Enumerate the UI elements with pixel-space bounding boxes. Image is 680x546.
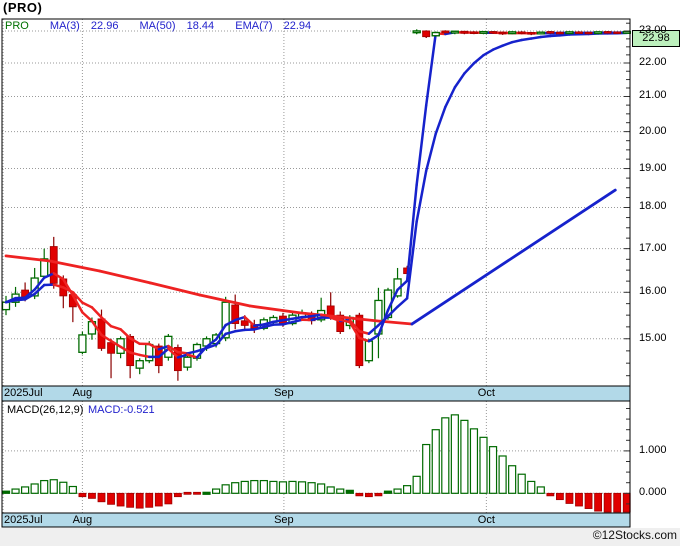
ma50-label: MA(50)	[139, 20, 176, 32]
ema7-label: EMA(7)	[235, 20, 273, 32]
month-label: Sep	[274, 387, 294, 399]
ma3-value: 22.96	[90, 20, 119, 32]
watermark: ©12Stocks.com	[592, 528, 677, 542]
price-axis-label: 17.00	[639, 241, 667, 254]
indicator-legend: PRO MA(3) 22.96 MA(50) 18.44 EMA(7) 22.9…	[5, 20, 329, 33]
ma3-label: MA(3)	[49, 20, 80, 32]
month-label: Aug	[72, 514, 93, 526]
month-label: Oct	[477, 514, 495, 526]
symbol-label: PRO	[5, 20, 29, 32]
price-axis-label: 23.00	[639, 24, 667, 36]
price-axis-label: 20.00	[639, 124, 667, 137]
ma50-value: 18.44	[186, 20, 215, 32]
month-label: Sep	[274, 514, 294, 526]
ema7-value: 22.94	[283, 20, 312, 32]
month-label: Oct	[477, 387, 495, 399]
price-axis-label: 16.00	[639, 285, 667, 298]
macd-value-label: MACD:-0.521	[88, 404, 155, 416]
price-axis-label: 21.00	[639, 89, 667, 102]
macd-settings-label: MACD(26,12,9)	[7, 404, 84, 416]
price-axis-label: 22.00	[639, 56, 667, 68]
page-title: (PRO)	[3, 0, 43, 15]
month-label: 2025Jul	[4, 387, 43, 399]
macd-axis-label: 0.000	[639, 486, 667, 499]
month-label: Aug	[72, 387, 93, 399]
macd-axis-label: 1.000	[639, 443, 667, 456]
price-axis-label: 15.00	[639, 331, 667, 344]
month-label: 2025Jul	[4, 514, 43, 526]
price-axis-label: 18.00	[639, 200, 667, 213]
price-axis-label: 19.00	[639, 161, 667, 174]
